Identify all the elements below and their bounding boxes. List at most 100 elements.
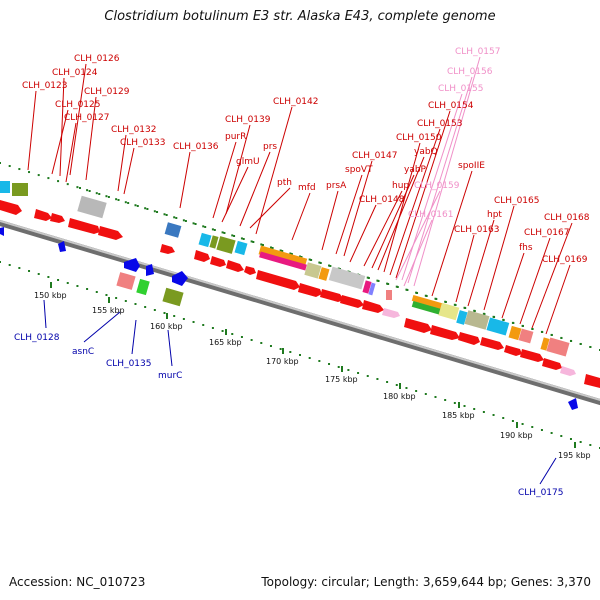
leader-line — [383, 142, 421, 273]
track-dot — [66, 183, 69, 186]
gene-block — [0, 181, 10, 193]
kbp-tick-mark — [574, 442, 576, 448]
leader-line — [389, 128, 441, 276]
gene-label[interactable]: purR — [225, 132, 246, 142]
gene-arrow — [0, 227, 4, 236]
track-dot — [328, 264, 331, 267]
gene-arrow — [160, 244, 175, 254]
track-dot — [28, 171, 31, 174]
track-dot — [271, 247, 274, 249]
track-dot — [444, 301, 447, 303]
gene-label[interactable]: CLH_0125 — [55, 100, 100, 110]
gene-block — [456, 310, 468, 325]
gene-arrow — [298, 283, 322, 297]
gene-label[interactable]: prsA — [326, 181, 347, 191]
gene-label[interactable]: CLH_0148 — [359, 195, 405, 205]
gene-label[interactable]: CLH_0156 — [447, 67, 493, 77]
track-dot — [589, 346, 592, 348]
gene-arrow — [68, 218, 100, 234]
track-dot — [47, 177, 50, 180]
gene-arrow — [362, 300, 384, 313]
leader-line — [401, 93, 463, 281]
track-dot — [192, 222, 195, 225]
track-dot — [376, 279, 379, 282]
track-dot — [76, 186, 79, 189]
track-dot — [260, 342, 263, 344]
track-dot — [376, 378, 379, 380]
gene-block — [411, 294, 443, 310]
gene-arrow — [480, 337, 504, 350]
gene-label[interactable]: CLH_0136 — [173, 142, 219, 152]
gene-label[interactable]: CLH_0169 — [542, 255, 588, 265]
gene-label[interactable]: CLH_0168 — [544, 213, 590, 223]
gene-block — [464, 310, 490, 330]
gene-label[interactable]: CLH_0157 — [455, 47, 500, 57]
gene-arrow — [172, 271, 188, 286]
leader-line — [291, 192, 311, 241]
gene-label[interactable]: murC — [158, 371, 182, 381]
gene-label[interactable]: glmU — [236, 157, 260, 167]
label-leader-lines — [27, 56, 573, 485]
gene-label[interactable]: CLH_0133 — [120, 138, 165, 148]
gene-label[interactable]: CLH_0128 — [14, 333, 60, 343]
gene-label[interactable]: hup — [392, 181, 409, 191]
track-dot — [453, 402, 456, 404]
gene-label[interactable]: CLH_0154 — [428, 101, 474, 111]
track-dot — [541, 331, 544, 333]
gene-label[interactable]: CLH_0163 — [454, 225, 499, 235]
track-dot — [308, 258, 311, 261]
gene-label[interactable]: pth — [277, 178, 292, 188]
gene-label[interactable]: CLH_0147 — [352, 151, 397, 161]
gene-label[interactable]: CLH_0161 — [408, 210, 453, 220]
track-dot — [144, 207, 147, 210]
leader-line — [321, 190, 339, 251]
gene-label[interactable]: spoIIE — [458, 161, 485, 171]
gene-label[interactable]: CLH_0126 — [74, 54, 120, 64]
track-dot — [86, 288, 89, 290]
leader-line — [255, 106, 293, 235]
gene-label[interactable]: CLH_0159 — [414, 181, 460, 191]
gene-label[interactable]: CLH_0132 — [111, 125, 156, 135]
gene-block — [368, 282, 376, 296]
gene-label[interactable]: CLH_0150 — [396, 133, 442, 143]
track-dot — [405, 387, 408, 389]
gene-label[interactable]: CLH_0175 — [518, 488, 563, 498]
gene-label[interactable]: CLH_0167 — [524, 228, 569, 238]
track-dot — [37, 273, 40, 275]
track-dot — [233, 235, 236, 237]
gene-block — [546, 337, 570, 357]
track-dot — [28, 270, 31, 272]
gene-label[interactable]: spoVT — [345, 165, 373, 175]
gene-label[interactable]: mfd — [298, 183, 316, 193]
gene-label[interactable]: fhs — [519, 243, 533, 253]
gene-label[interactable]: CLH_0155 — [438, 84, 483, 94]
track-dot — [117, 199, 120, 201]
leader-line — [407, 76, 473, 284]
gene-label[interactable]: yabQ — [414, 147, 438, 157]
track-dot — [231, 333, 234, 335]
gene-label[interactable]: hpt — [487, 210, 502, 220]
gene-label[interactable]: CLH_0124 — [52, 68, 98, 78]
track-dot — [512, 322, 515, 324]
track-dot — [250, 339, 253, 341]
track-dot — [366, 375, 369, 377]
gene-block — [259, 251, 307, 271]
track-dot — [124, 201, 127, 204]
gene-label[interactable]: CLH_0165 — [494, 196, 539, 206]
gene-arrow — [244, 266, 256, 275]
gene-label[interactable]: yabP — [404, 165, 427, 175]
track-dot — [269, 246, 272, 249]
gene-label[interactable]: CLH_0123 — [22, 81, 67, 91]
gene-label[interactable]: prs — [263, 142, 277, 152]
gene-label[interactable]: CLH_0142 — [273, 97, 318, 107]
gene-label[interactable]: CLH_0129 — [84, 87, 130, 97]
gene-label[interactable]: asnC — [72, 347, 94, 357]
gene-label[interactable]: CLH_0127 — [64, 113, 109, 123]
leader-line — [349, 204, 377, 263]
gene-label[interactable]: CLH_0139 — [225, 115, 271, 125]
gene-label[interactable]: CLH_0135 — [106, 359, 151, 369]
leader-line — [131, 319, 137, 355]
gene-label[interactable]: CLH_0153 — [417, 119, 462, 129]
track-dot — [300, 256, 303, 258]
track-dot — [483, 313, 486, 315]
